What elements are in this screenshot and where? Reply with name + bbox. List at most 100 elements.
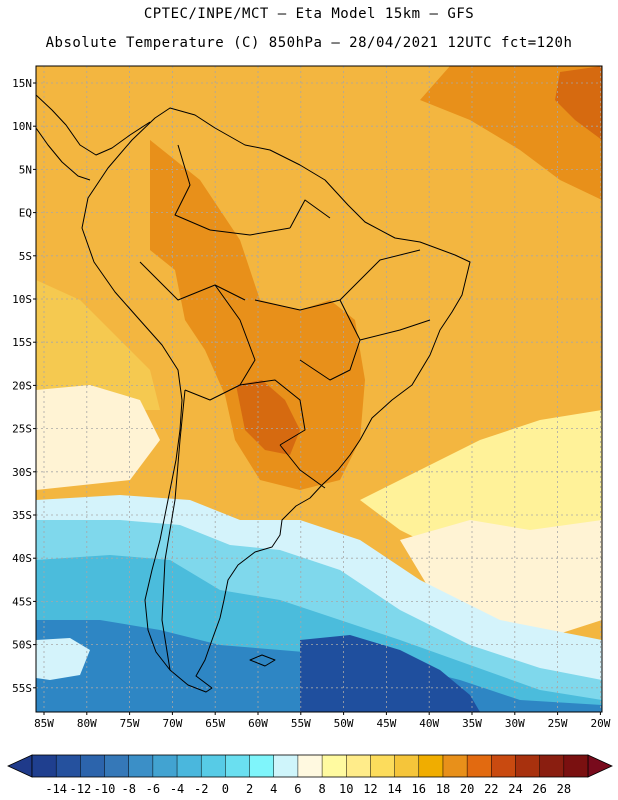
colorbar-swatch bbox=[346, 755, 371, 777]
map-title-line-1: CPTEC/INPE/MCT – Eta Model 15km – GFS bbox=[143, 6, 475, 22]
colorbar-tick-label: 6 bbox=[294, 782, 301, 796]
colorbar-over-arrow bbox=[587, 754, 613, 778]
colorbar-swatch bbox=[80, 755, 105, 777]
lat-tick-label: 30S bbox=[12, 466, 32, 479]
south-america-coastline bbox=[81, 107, 471, 693]
colorbar-swatch bbox=[467, 755, 492, 777]
lat-tick-label: 15N bbox=[12, 77, 32, 90]
colorbar-tick-label: 14 bbox=[387, 782, 401, 796]
colorbar-tick-label: 12 bbox=[363, 782, 377, 796]
lat-tick-label: 10N bbox=[12, 120, 32, 133]
lon-tick-label: 85W bbox=[34, 717, 54, 730]
colorbar-tick-label: -10 bbox=[94, 782, 116, 796]
colorbar-tick-label: 24 bbox=[508, 782, 522, 796]
lon-tick-label: 40W bbox=[419, 717, 439, 730]
colorbar-swatch bbox=[563, 755, 589, 777]
lat-tick-label: 10S bbox=[12, 293, 32, 306]
pale-cyan-pocket-pacific bbox=[36, 638, 90, 680]
colorbar-swatch bbox=[104, 755, 129, 777]
border-guianas bbox=[289, 199, 331, 229]
lat-tick-label: 5S bbox=[19, 250, 32, 263]
colorbar-tick-label: -2 bbox=[194, 782, 208, 796]
coastlines-and-borders bbox=[36, 94, 471, 693]
lon-tick-label: 75W bbox=[120, 717, 140, 730]
border-colombia-venezuela bbox=[174, 144, 211, 231]
lon-tick-label: 25W bbox=[548, 717, 568, 730]
lat-tick-label: 55S bbox=[12, 682, 32, 695]
map-title-line-2: Absolute Temperature (C) 850hPa – 28/04/… bbox=[45, 35, 573, 51]
lat-tick-label: 5N bbox=[19, 163, 32, 176]
border-argentina-uruguay bbox=[279, 444, 326, 489]
lon-tick-label: 45W bbox=[376, 717, 396, 730]
lon-tick-label: 55W bbox=[291, 717, 311, 730]
lon-tick-label: 60W bbox=[248, 717, 268, 730]
colorbar-tick-label: -6 bbox=[146, 782, 160, 796]
falkland-islands bbox=[249, 654, 276, 667]
central-america-coastline bbox=[36, 94, 151, 156]
colorbar-under-arrow bbox=[7, 754, 33, 778]
border-bolivia bbox=[184, 284, 256, 401]
colorbar-tick-label: 2 bbox=[246, 782, 253, 796]
latitude-tick-labels: 15N 10N 5N EQ 5S 10S 15S 20S 25S 30S 35S 40S 45S 50S 5… bbox=[12, 77, 32, 695]
lat-tick-label: 40S bbox=[12, 552, 32, 565]
colorbar-swatch bbox=[418, 755, 444, 777]
colorbar-tick-label: 16 bbox=[412, 782, 426, 796]
colorbar-swatch bbox=[442, 755, 468, 777]
lat-tick-label: 35S bbox=[12, 509, 32, 522]
colorbar-swatch bbox=[322, 755, 347, 777]
colorbar-swatch bbox=[32, 755, 57, 777]
colorbar-tick-label: 28 bbox=[557, 782, 571, 796]
hot-spot-north-atlantic bbox=[555, 66, 602, 140]
lat-tick-label: 25S bbox=[12, 423, 32, 436]
lat-tick-label: 50S bbox=[12, 639, 32, 652]
colorbar-tick-label: 10 bbox=[339, 782, 353, 796]
colorbar-tick-label: 0 bbox=[222, 782, 229, 796]
colorbar-swatch bbox=[273, 755, 299, 777]
warm-band-pacific bbox=[36, 280, 160, 410]
colorbar-swatch bbox=[177, 755, 202, 777]
colorbar-tick-label: 20 bbox=[460, 782, 474, 796]
lat-tick-label: EQ bbox=[19, 207, 32, 220]
deep-blue-core bbox=[300, 635, 480, 712]
cream-band-pacific bbox=[36, 385, 160, 490]
colorbar-swatch bbox=[225, 755, 250, 777]
lat-tick-label: 45S bbox=[12, 595, 32, 608]
longitude-tick-labels: 85W 80W 75W 70W 65W 60W 55W 50W 45W 40W 35W 30W 25W 2… bbox=[34, 717, 611, 730]
colorbar-tick-label: -4 bbox=[170, 782, 184, 796]
colorbar-swatch bbox=[128, 755, 154, 777]
central-america-west-coast bbox=[36, 127, 91, 181]
colorbar-swatch bbox=[152, 755, 178, 777]
colorbar-tick-label: 18 bbox=[436, 782, 450, 796]
colorbar-tick-label: 22 bbox=[484, 782, 498, 796]
axis-ticks bbox=[33, 82, 601, 715]
temperature-colorbar: -14 -12 -10 -8 -6 -4 -2 0 2 4 6 8 10 12 14 16 18 20 22 24 26… bbox=[7, 754, 613, 796]
colorbar-swatch bbox=[394, 755, 420, 777]
colorbar-swatch bbox=[515, 755, 540, 777]
lat-tick-label: 20S bbox=[12, 379, 32, 392]
colorbar-swatch bbox=[491, 755, 516, 777]
lon-tick-label: 50W bbox=[334, 717, 354, 730]
colorbar-tick-label: 8 bbox=[318, 782, 325, 796]
hot-spot-chaco bbox=[236, 380, 300, 455]
colorbar-frame bbox=[31, 754, 589, 778]
lon-tick-label: 65W bbox=[205, 717, 225, 730]
lat-lon-grid bbox=[36, 66, 602, 712]
lon-tick-label: 30W bbox=[505, 717, 525, 730]
lat-tick-label: 15S bbox=[12, 336, 32, 349]
colorbar-swatch bbox=[370, 755, 395, 777]
colorbar-swatch bbox=[539, 755, 565, 777]
colorbar-swatch bbox=[201, 755, 226, 777]
lon-tick-label: 80W bbox=[77, 717, 97, 730]
lon-tick-label: 20W bbox=[590, 717, 610, 730]
colorbar-tick-label: 26 bbox=[532, 782, 546, 796]
map-frame bbox=[35, 65, 603, 713]
lon-tick-label: 70W bbox=[162, 717, 182, 730]
colorbar-swatch bbox=[297, 755, 323, 777]
border-peru-brazil bbox=[139, 261, 246, 301]
colorbar-swatch bbox=[56, 755, 81, 777]
colorbar-swatch bbox=[249, 755, 275, 777]
lon-tick-label: 35W bbox=[462, 717, 482, 730]
border-argentina-chile bbox=[161, 389, 186, 671]
border-paraguay bbox=[239, 379, 306, 446]
